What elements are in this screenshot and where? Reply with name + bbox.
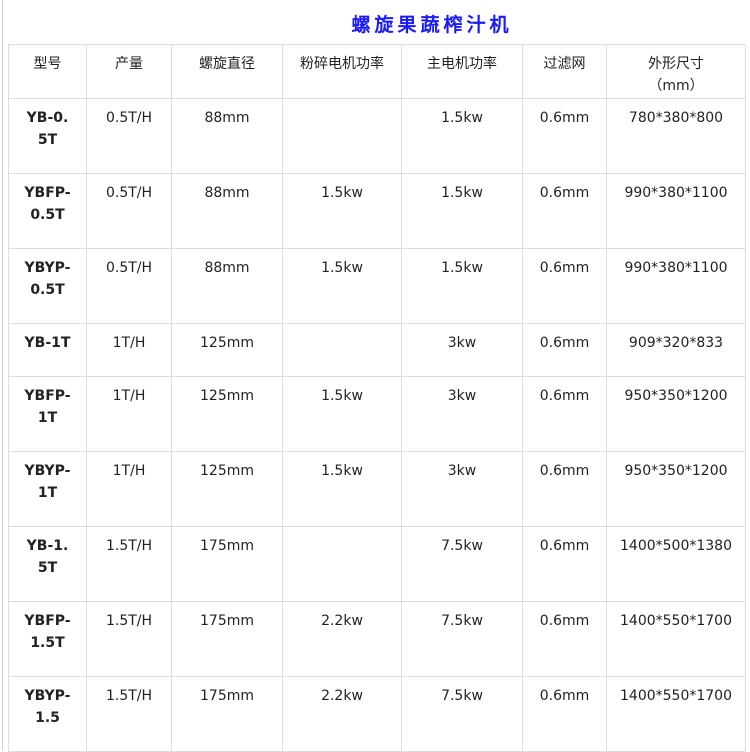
- table-cell: 1.5kw: [401, 248, 523, 324]
- table-cell: 0.5T/H: [86, 98, 172, 174]
- column-header: 过滤网: [522, 44, 607, 99]
- table-cell: 950*350*1200: [606, 376, 746, 452]
- page-title: 螺旋果蔬榨汁机: [351, 14, 513, 36]
- table-row: YBYP-1.5 1.5T/H 175mm 2.2kw 7.5kw 0.6mm 1400*5…: [8, 676, 746, 752]
- table-cell: [282, 526, 402, 602]
- table-cell: 1.5kw: [401, 173, 523, 249]
- model-cell: YB-1.5T: [8, 526, 87, 602]
- table-row: YBFP-1.5T 1.5T/H 175mm 2.2kw 7.5kw 0.6mm 1400*…: [8, 601, 746, 677]
- table-cell: 0.6mm: [522, 98, 607, 174]
- table-cell: 1400*500*1380: [606, 526, 746, 602]
- table-cell: 88mm: [171, 98, 283, 174]
- column-header: 型号: [8, 44, 87, 99]
- column-header: 外形尺寸 （mm）: [606, 44, 746, 99]
- column-header: 螺旋直径: [171, 44, 283, 99]
- table-cell: 0.6mm: [522, 323, 607, 377]
- table-cell: 0.6mm: [522, 601, 607, 677]
- table-cell: 2.2kw: [282, 676, 402, 752]
- model-cell: YB-1T: [8, 323, 87, 377]
- table-cell: 175mm: [171, 526, 283, 602]
- table-cell: [282, 323, 402, 377]
- table-cell: 1.5kw: [282, 376, 402, 452]
- table-cell: 2.2kw: [282, 601, 402, 677]
- model-cell: YBYP-1T: [8, 451, 87, 527]
- table-cell: 909*320*833: [606, 323, 746, 377]
- table-row: YB-0.5T 0.5T/H 88mm 1.5kw 0.6mm 780*380*800: [8, 98, 746, 174]
- table-cell: 1400*550*1700: [606, 676, 746, 752]
- table-cell: 175mm: [171, 601, 283, 677]
- column-header: 产量: [86, 44, 172, 99]
- table-cell: 990*380*1100: [606, 173, 746, 249]
- left-border-line: [2, 0, 3, 750]
- column-header: 主电机功率: [401, 44, 523, 99]
- table-row: YB-1.5T 1.5T/H 175mm 7.5kw 0.6mm 1400*500*138…: [8, 526, 746, 602]
- table-cell: 1.5kw: [401, 98, 523, 174]
- model-cell: YB-0.5T: [8, 98, 87, 174]
- table-cell: 1.5kw: [282, 248, 402, 324]
- table-cell: [282, 98, 402, 174]
- model-cell: YBFP-0.5T: [8, 173, 87, 249]
- table-cell: 0.6mm: [522, 173, 607, 249]
- table-cell: 1400*550*1700: [606, 601, 746, 677]
- table-cell: 7.5kw: [401, 526, 523, 602]
- table-cell: 3kw: [401, 451, 523, 527]
- table-cell: 3kw: [401, 323, 523, 377]
- table-row: YBFP-1T 1T/H 125mm 1.5kw 3kw 0.6mm 950*350*120…: [8, 376, 746, 452]
- table-cell: 1T/H: [86, 451, 172, 527]
- table-cell: 125mm: [171, 451, 283, 527]
- table-cell: 1.5kw: [282, 173, 402, 249]
- table-cell: 125mm: [171, 323, 283, 377]
- table-cell: 175mm: [171, 676, 283, 752]
- column-header: 粉碎电机功率: [282, 44, 402, 99]
- model-cell: YBFP-1T: [8, 376, 87, 452]
- table-cell: 990*380*1100: [606, 248, 746, 324]
- table-cell: 7.5kw: [401, 676, 523, 752]
- table-cell: 0.5T/H: [86, 173, 172, 249]
- header-row: 型号 产量 螺旋直径 粉碎电机功率 主电机功率 过滤网 外形尺寸 （mm）: [8, 44, 746, 99]
- table-row: YBYP-0.5T 0.5T/H 88mm 1.5kw 1.5kw 0.6mm 990*38…: [8, 248, 746, 324]
- table-cell: 1T/H: [86, 323, 172, 377]
- table-cell: 1.5kw: [282, 451, 402, 527]
- model-cell: YBYP-1.5: [8, 676, 87, 752]
- table-cell: 88mm: [171, 173, 283, 249]
- table-row: YBYP-1T 1T/H 125mm 1.5kw 3kw 0.6mm 950*350*120…: [8, 451, 746, 527]
- table-cell: 780*380*800: [606, 98, 746, 174]
- model-cell: YBYP-0.5T: [8, 248, 87, 324]
- table-cell: 3kw: [401, 376, 523, 452]
- table-cell: 0.6mm: [522, 526, 607, 602]
- table-row: YBFP-0.5T 0.5T/H 88mm 1.5kw 1.5kw 0.6mm 990*38…: [8, 173, 746, 249]
- table-row: YB-1T 1T/H 125mm 3kw 0.6mm 909*320*833: [8, 323, 746, 377]
- table-cell: 950*350*1200: [606, 451, 746, 527]
- table-cell: 1.5T/H: [86, 601, 172, 677]
- table-cell: 1.5T/H: [86, 676, 172, 752]
- table-cell: 88mm: [171, 248, 283, 324]
- table-cell: 0.6mm: [522, 676, 607, 752]
- table-cell: 1.5T/H: [86, 526, 172, 602]
- spec-table: 型号 产量 螺旋直径 粉碎电机功率 主电机功率 过滤网 外形尺寸 （mm） YB-0.5T 0…: [8, 44, 746, 752]
- table-cell: 125mm: [171, 376, 283, 452]
- table-cell: 0.5T/H: [86, 248, 172, 324]
- table-cell: 0.6mm: [522, 451, 607, 527]
- table-cell: 7.5kw: [401, 601, 523, 677]
- table-cell: 0.6mm: [522, 248, 607, 324]
- model-cell: YBFP-1.5T: [8, 601, 87, 677]
- table-cell: 0.6mm: [522, 376, 607, 452]
- table-cell: 1T/H: [86, 376, 172, 452]
